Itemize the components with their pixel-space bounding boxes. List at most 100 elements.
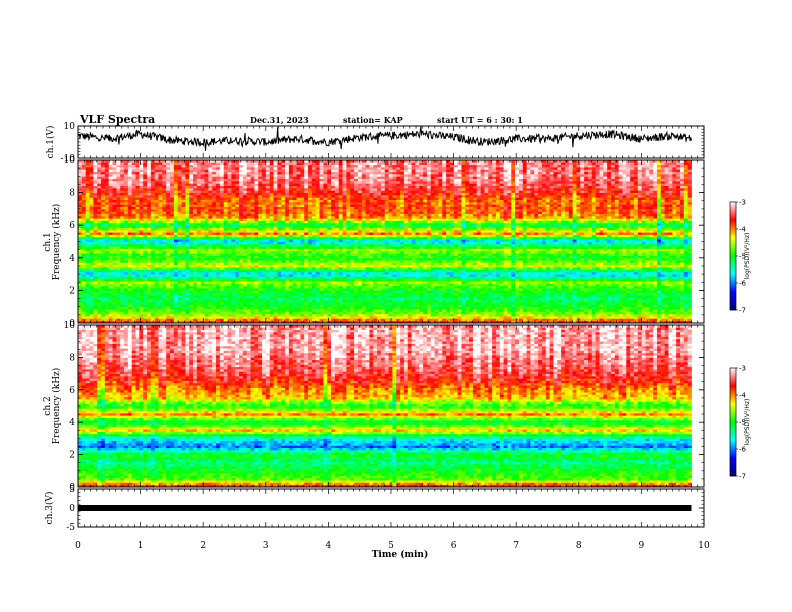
spectrogram-cell [660, 316, 666, 319]
spectrogram-cell [511, 302, 516, 305]
spectrogram-cell [465, 267, 470, 270]
spectrogram-cell [430, 292, 435, 296]
spectrogram-cell [553, 302, 558, 305]
spectrogram-cell [492, 318, 497, 322]
spectrogram-cell [89, 295, 94, 298]
ch1-waveform-line [77, 126, 692, 151]
spectrogram-cell [461, 274, 466, 277]
spectrogram-cell [258, 290, 263, 294]
spectrogram-cell [250, 295, 255, 298]
spectrogram-cell [607, 257, 612, 261]
spectrogram-cell [204, 288, 209, 291]
spectrogram-cell [357, 292, 363, 296]
spectrogram-cell [269, 260, 274, 263]
spectrogram-cell [584, 297, 589, 301]
spectrogram-cell [660, 260, 666, 263]
spectrogram-cell [173, 295, 179, 298]
spectrogram-cell [292, 276, 297, 280]
spectrogram-cell [173, 320, 179, 324]
spectrogram-cell [250, 311, 255, 315]
spectrogram-cell [480, 292, 485, 296]
spectrogram-cell [154, 313, 159, 317]
spectrogram-cell [116, 255, 121, 259]
spectrogram-cell [610, 274, 616, 277]
spectrogram-cell [112, 255, 117, 259]
spectrogram-cell [357, 278, 363, 282]
spectrogram-cell [120, 311, 125, 315]
spectrogram-cell [633, 309, 639, 312]
spectrogram-cell [354, 253, 359, 256]
spectrogram-cell [338, 260, 343, 263]
spectrogram-cell [587, 269, 593, 273]
spectrogram-cell [672, 313, 677, 317]
spectrogram-cell [177, 281, 182, 284]
spectrogram-cell [162, 271, 167, 275]
spectrogram-cell [147, 278, 152, 282]
spectrogram-cell [587, 264, 593, 268]
spectrogram-cell [630, 299, 635, 303]
spectrogram-cell [120, 318, 125, 322]
spectrogram-cell [104, 311, 110, 315]
spectrogram-cell [633, 304, 639, 308]
spectrogram-cell [653, 292, 658, 296]
spectrogram-cell [518, 255, 524, 259]
spectrogram-cell [637, 318, 643, 322]
spectrogram-cell [101, 318, 106, 322]
spectrogram-cell [622, 264, 627, 268]
spectrogram-cell [534, 316, 539, 319]
spectrogram-cell [649, 292, 654, 296]
spectrogram-cell [319, 299, 324, 303]
spectrogram-cell [419, 257, 424, 261]
spectrogram-cell [242, 302, 248, 305]
spectrogram-cell [668, 306, 673, 310]
spectrogram-cell [499, 271, 504, 275]
spectrogram-cell [208, 271, 213, 275]
spectrogram-cell [561, 302, 566, 305]
spectrogram-cell [265, 262, 271, 266]
spectrogram-cell [538, 288, 543, 291]
spectrogram-cell [672, 274, 677, 277]
spectrogram-cell [683, 271, 689, 275]
spectrogram-cell [384, 302, 389, 305]
spectrogram-cell [227, 274, 232, 277]
spectrogram-cell [388, 288, 393, 291]
spectrogram-cell [595, 302, 600, 305]
spectrogram-cell [526, 318, 531, 322]
spectrogram-cell [472, 278, 478, 282]
spectrogram-cell [208, 313, 213, 317]
spectrogram-cell [239, 253, 244, 256]
spectrogram-cell [85, 271, 90, 275]
spectrogram-cell [93, 309, 98, 312]
spectrogram-cell [564, 304, 570, 308]
spectrogram-cell [120, 267, 125, 270]
spectrogram-cell [308, 255, 313, 259]
spectrogram-cell [660, 309, 666, 312]
spectrogram-cell [216, 285, 221, 289]
spectrogram-cell [503, 253, 508, 256]
spectrogram-cell [687, 313, 692, 317]
spectrogram-cell [564, 318, 570, 322]
spectrogram-cell [557, 271, 562, 275]
spectrogram-cell [419, 320, 424, 324]
spectrogram-cell [488, 264, 493, 268]
spectrogram-cell [591, 288, 597, 291]
spectrogram-cell [281, 316, 286, 319]
spectrogram-cell [449, 285, 455, 289]
spectrogram-cell [480, 285, 485, 289]
spectrogram-cell [277, 313, 282, 317]
spectrogram-cell [346, 262, 351, 266]
spectrogram-cell [97, 297, 102, 301]
spectrogram-cell [212, 318, 217, 322]
spectrogram-cell [388, 309, 393, 312]
spectrogram-cell [415, 271, 420, 275]
spectrogram-cell [93, 257, 98, 261]
spectrogram-cell [641, 276, 646, 280]
spectrogram-cell [526, 285, 531, 289]
spectrogram-cell [492, 264, 497, 268]
spectrogram-cell [231, 267, 236, 270]
spectrogram-cell [407, 271, 412, 275]
spectrogram-cell [97, 299, 102, 303]
spectrogram-cell [591, 290, 597, 294]
spectrogram-cell [354, 283, 359, 287]
